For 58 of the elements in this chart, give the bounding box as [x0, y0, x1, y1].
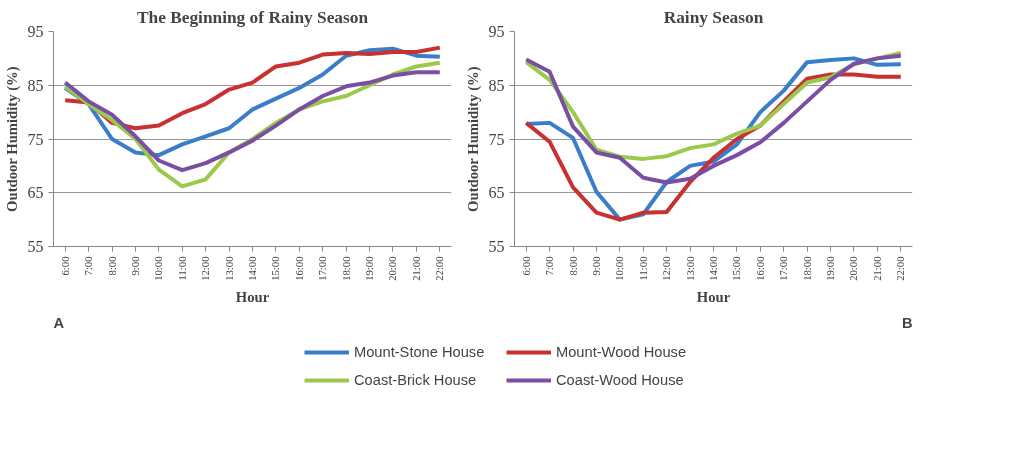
y-tick-label: 65 — [488, 184, 505, 202]
x-tick-label: 19:00 — [364, 256, 376, 281]
x-tick-label: 10:00 — [153, 256, 165, 281]
x-tick-label: 16:00 — [754, 256, 766, 281]
y-tick-label: 65 — [27, 184, 44, 202]
x-tick-label: 21:00 — [410, 256, 422, 281]
x-tick-label: 18:00 — [340, 256, 352, 281]
legend-label: Coast-Brick House — [354, 372, 478, 388]
x-tick-label: 22:00 — [895, 256, 907, 281]
x-tick-label: 11:00 — [176, 256, 188, 281]
y-axis-title: Outdoor Humidity (%) — [464, 66, 482, 212]
y-tick-label: 55 — [27, 238, 44, 255]
x-tick-label: 14:00 — [708, 256, 719, 281]
legend-label: Mount-Stone House — [354, 344, 486, 360]
x-tick-label: 6:00 — [520, 256, 532, 276]
x-tick-label: 8:00 — [106, 256, 118, 276]
x-tick-label: 20:00 — [387, 256, 399, 281]
x-tick-label: 7:00 — [83, 256, 95, 276]
y-tick-label: 85 — [488, 76, 505, 94]
x-tick-label: 12:00 — [200, 256, 212, 281]
text: A — [53, 314, 65, 331]
x-tick-label: 8:00 — [567, 256, 579, 276]
y-tick-label: 75 — [27, 130, 44, 148]
x-tick-label: 19:00 — [825, 256, 837, 281]
x-tick-label: 18:00 — [801, 256, 813, 281]
line-series — [524, 53, 903, 185]
x-tick-label: 14:00 — [247, 256, 258, 281]
chart-title: Rainy Season — [663, 7, 764, 27]
x-tick-label: 15:00 — [731, 256, 743, 281]
x-tick-label: 22:00 — [434, 256, 446, 281]
legend-label: Mount-Wood House — [556, 344, 688, 360]
legend-label: Coast-Wood House — [556, 372, 685, 388]
line-series — [63, 70, 442, 173]
y-tick-label: 95 — [27, 23, 44, 40]
x-tick-label: 15:00 — [270, 256, 282, 281]
x-tick-label: 17:00 — [317, 256, 329, 281]
x-tick-label: 12:00 — [661, 256, 673, 281]
y-tick-label: 75 — [488, 130, 505, 148]
x-tick-label: 9:00 — [590, 256, 602, 276]
x-tick-label: 17:00 — [778, 256, 790, 281]
x-tick-label: 11:00 — [637, 256, 649, 281]
x-axis-title: Hour — [235, 288, 270, 305]
y-axis-title: Outdoor Humidity (%) — [3, 66, 21, 212]
x-tick-label: 10:00 — [614, 256, 626, 281]
y-tick-label: 55 — [488, 238, 505, 255]
y-tick-label: 95 — [488, 23, 505, 40]
x-axis-title: Hour — [696, 288, 731, 305]
x-tick-label: 21:00 — [871, 256, 883, 281]
x-tick-label: 13:00 — [223, 256, 235, 281]
y-tick-label: 85 — [27, 76, 44, 94]
x-tick-label: 16:00 — [293, 256, 305, 281]
x-tick-label: 9:00 — [129, 256, 141, 276]
text: B — [901, 314, 913, 331]
x-tick-label: 20:00 — [848, 256, 860, 281]
chart-title: The Beginning of Rainy Season — [136, 7, 369, 27]
x-tick-label: 7:00 — [544, 256, 556, 276]
x-tick-label: 13:00 — [684, 256, 696, 281]
x-tick-label: 6:00 — [59, 256, 71, 276]
